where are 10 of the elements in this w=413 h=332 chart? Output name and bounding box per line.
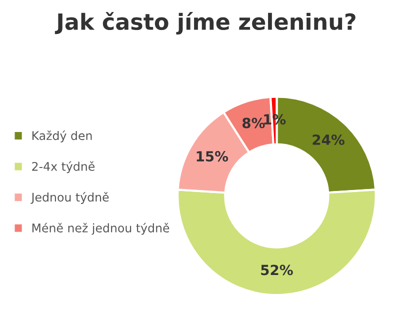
- data-label: 24%: [312, 134, 344, 145]
- legend-label: Méně než jednou týdně: [32, 222, 170, 235]
- data-label: 52%: [261, 264, 293, 276]
- chart-title: Jak často jíme zeleninu?: [54, 12, 356, 35]
- data-label: 15%: [196, 151, 228, 162]
- data-label: 8%: [242, 118, 265, 128]
- data-label: 1%: [264, 114, 286, 125]
- legend-label: Každý den: [32, 130, 92, 142]
- legend-label: Jednou týdně: [30, 192, 109, 204]
- legend-label: 2-4x týdně: [32, 161, 95, 174]
